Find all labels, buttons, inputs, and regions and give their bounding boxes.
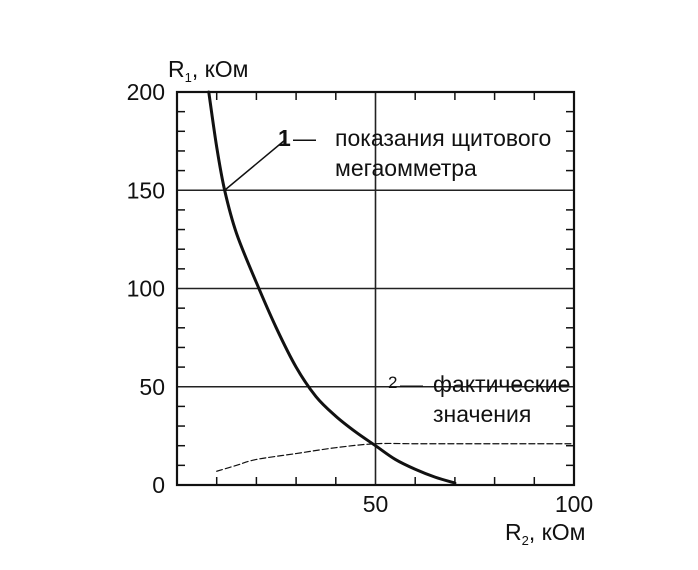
annotation-2-line-1: фактические [433, 371, 570, 397]
y-tick-label: 50 [139, 374, 165, 400]
annotation-1-line-1: показания щитового [335, 125, 551, 151]
x-axis-label-sub: 2 [522, 533, 529, 548]
plot-frame [175, 90, 576, 487]
annotation-1-line-2: мегаомметра [335, 155, 477, 181]
annotation-2-number: 2 [388, 373, 397, 392]
tick-labels: 0 50 100 150 200 50 100 [127, 79, 594, 517]
annotation-1-dash: — [293, 125, 316, 151]
x-tick-label: 100 [555, 491, 593, 517]
y-tick-label: 0 [152, 472, 165, 498]
series-2-line [216, 442, 575, 472]
x-tick-label: 50 [363, 491, 389, 517]
plot-border [175, 90, 576, 487]
annotation-1-leader [224, 139, 286, 191]
chart-grid [177, 92, 574, 485]
y-tick-label: 100 [127, 276, 165, 302]
y-tick-label: 150 [127, 177, 165, 203]
series-1-line [207, 90, 457, 485]
y-axis-label-main: R [168, 56, 185, 82]
y-axis-label: R1, кОм [168, 56, 248, 85]
annotation-2-line-2: значения [433, 401, 531, 427]
annotation-1-number: 1 [278, 125, 291, 151]
y-axis-label-unit: , кОм [192, 56, 249, 82]
annotation-2-dash: — [400, 371, 423, 397]
x-axis-label: R2, кОм [505, 519, 585, 548]
y-axis-label-sub: 1 [185, 70, 192, 85]
x-axis-label-unit: , кОм [529, 519, 586, 545]
series-layer [207, 90, 575, 485]
y-tick-label: 200 [127, 79, 165, 105]
x-axis-label-main: R [505, 519, 522, 545]
